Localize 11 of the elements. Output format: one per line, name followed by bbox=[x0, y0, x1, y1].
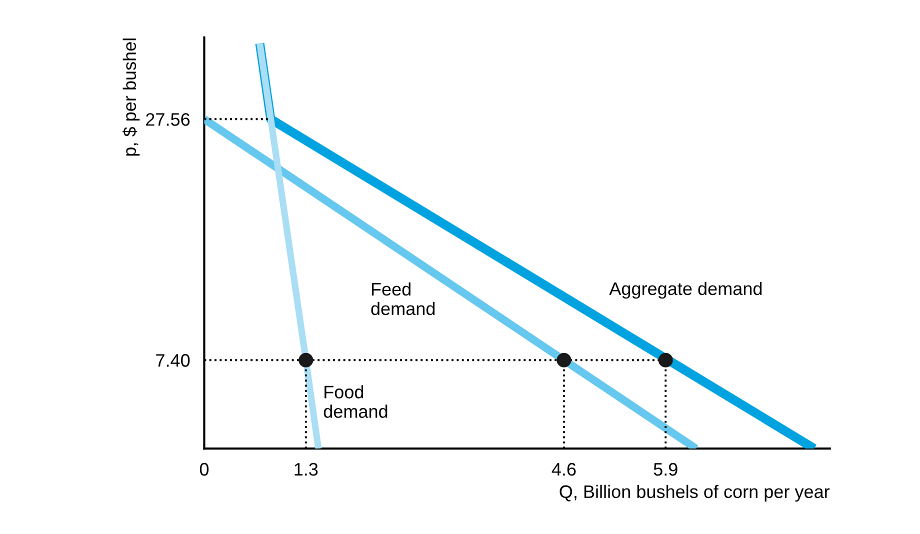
annotation: Food demand bbox=[324, 385, 388, 418]
y-tick-label: 7.40 bbox=[156, 354, 190, 367]
x-tick-label: 4.6 bbox=[552, 462, 576, 476]
y-tick-label: 27.56 bbox=[146, 113, 190, 126]
x-tick-label: 0 bbox=[200, 462, 209, 476]
annotation: Aggregate demand bbox=[609, 282, 762, 299]
y-axis-title: p, $ per bushel bbox=[122, 38, 140, 156]
x-tick-label: 1.3 bbox=[294, 462, 318, 476]
x-tick-label: 5.9 bbox=[654, 462, 678, 476]
annotation: Feed demand bbox=[371, 282, 435, 316]
x-axis-title: Q, Billion bushels of corn per year bbox=[560, 484, 830, 502]
